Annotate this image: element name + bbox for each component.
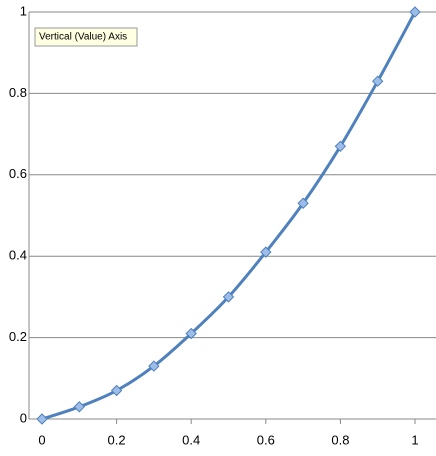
x-tick-label: 0.2 [108, 432, 126, 447]
marker [371, 75, 384, 87]
x-tick-label: 0 [38, 432, 45, 447]
x-tick-label: 0.4 [182, 432, 200, 447]
x-tick-label: 0.6 [257, 432, 275, 447]
y-tick-label: 0 [20, 410, 27, 425]
marker [185, 327, 197, 340]
marker [222, 291, 235, 303]
series-line [41, 11, 417, 421]
marker [334, 140, 347, 153]
marker [409, 6, 421, 18]
marker [148, 360, 160, 372]
y-tick-label: 1 [20, 3, 27, 18]
y-tick-label: 0.4 [9, 248, 27, 263]
marker [73, 401, 86, 413]
marker [110, 384, 123, 397]
x-tick-label: 1 [411, 432, 418, 447]
tooltip-box [34, 27, 138, 47]
y-tick-label: 0.8 [9, 85, 27, 100]
y-tick-label: 0.6 [9, 166, 27, 181]
y-tick-label: 0.2 [9, 329, 27, 344]
marker [260, 246, 272, 258]
x-tick-label: 0.8 [331, 432, 349, 447]
marker [297, 197, 309, 209]
marker [36, 413, 48, 425]
tooltip: Vertical (Value) Axis [39, 32, 127, 43]
